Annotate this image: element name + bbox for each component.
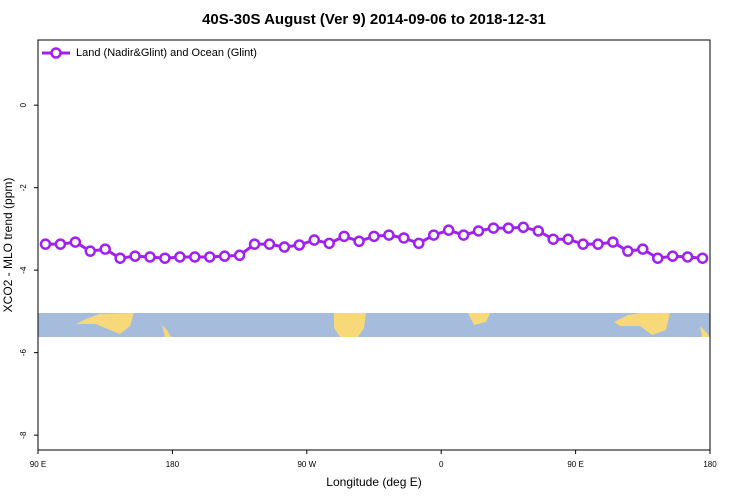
data-point (39, 238, 52, 250)
data-point (592, 238, 604, 250)
data-point (696, 252, 709, 264)
data-point (532, 225, 545, 237)
data-point (203, 251, 216, 263)
land (334, 313, 366, 337)
data-point (607, 236, 619, 248)
data-point (427, 229, 440, 241)
data-point (278, 241, 291, 253)
data-point (651, 252, 664, 264)
legend: Land (Nadir&Glint) and Ocean (Glint) (42, 47, 257, 59)
x-tick-label: 90 E (567, 460, 583, 469)
data-point (457, 229, 470, 241)
land (700, 326, 710, 337)
data-point (248, 238, 261, 250)
y-tick-label: -2 (19, 184, 28, 192)
data-point (84, 245, 97, 257)
data-point (99, 243, 111, 255)
data-point (383, 229, 395, 241)
y-axis-label: XCO2 - MLO trend (ppm) (1, 178, 15, 313)
data-point (189, 251, 201, 263)
y-tick-label: 0 (19, 102, 28, 107)
land (468, 313, 490, 325)
data-point (323, 237, 335, 250)
data-point (442, 224, 455, 236)
data-point (114, 252, 126, 264)
legend-marker (50, 47, 62, 59)
data-point (338, 230, 350, 243)
chart-title: 40S-30S August (Ver 9) 2014-09-06 to 201… (202, 11, 546, 28)
legend-label: Land (Nadir&Glint) and Ocean (Glint) (76, 47, 257, 59)
data-point (353, 235, 365, 248)
data-point (502, 222, 515, 234)
ocean-strip (38, 313, 710, 337)
plot-frame (37, 39, 711, 451)
data-point (577, 238, 589, 250)
data-point (562, 233, 574, 245)
data-point (681, 251, 694, 263)
data-point (233, 249, 246, 262)
data-point (174, 251, 186, 263)
x-tick-label: 90 W (297, 460, 316, 469)
x-axis-label: Longitude (deg E) (326, 475, 421, 489)
data-point (666, 250, 679, 262)
y-tick-label: -6 (19, 349, 28, 357)
x-tick-label: 0 (439, 460, 444, 469)
data-point (517, 221, 530, 234)
data-point (472, 225, 485, 237)
x-tick-label: 90 E (30, 460, 46, 469)
x-tick-label: 180 (166, 460, 180, 469)
map-strip (38, 313, 710, 337)
y-tick-label: -8 (19, 431, 28, 439)
land (162, 325, 171, 337)
land (614, 313, 670, 335)
data-point (622, 245, 634, 257)
x-tick-label: 180 (703, 460, 717, 469)
data-point (637, 243, 649, 255)
y-tick-label: -4 (19, 266, 28, 274)
data-point (263, 238, 276, 250)
data-point (54, 238, 67, 250)
data-point (487, 222, 500, 234)
data-point (144, 251, 156, 263)
data-point (69, 236, 82, 248)
land (76, 313, 134, 334)
data-point (129, 250, 141, 262)
data-point (398, 232, 410, 244)
data-point (547, 233, 559, 245)
data-point (413, 237, 425, 250)
data-point (218, 250, 231, 262)
data-point (308, 234, 321, 246)
data-point (159, 252, 171, 264)
data-point (293, 239, 306, 251)
data-point (368, 230, 380, 243)
